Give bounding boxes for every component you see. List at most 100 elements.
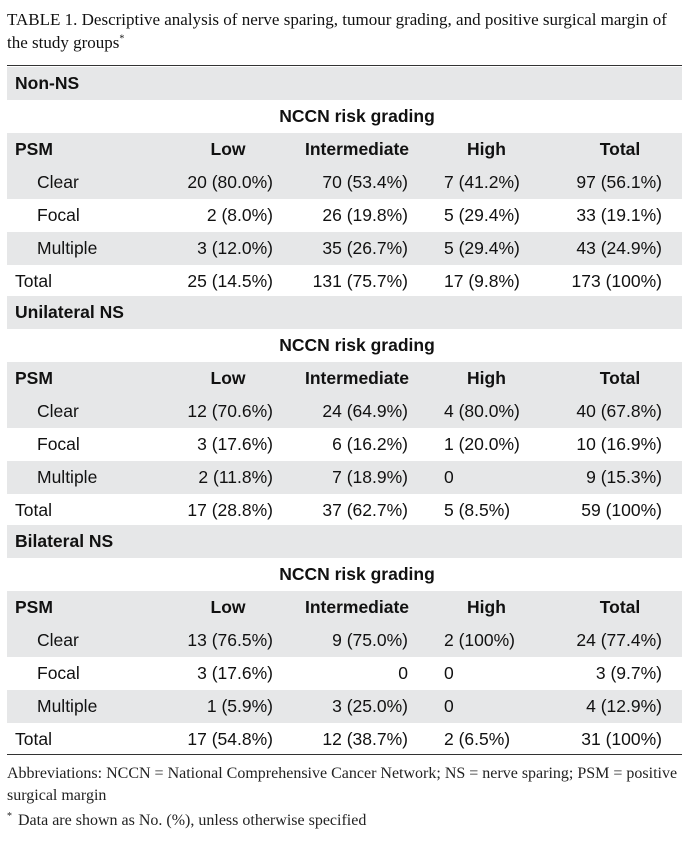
table-cell: 40 (67.8%) xyxy=(576,401,662,421)
table-cell: 59 (100%) xyxy=(581,500,662,520)
table-cell: 5 (29.4%) xyxy=(444,205,520,225)
note-footnote-mark: * xyxy=(7,810,12,822)
row-label: Focal xyxy=(37,663,80,683)
table-cell: 9 (75.0%) xyxy=(332,630,408,650)
table-cell: 12 (70.6%) xyxy=(187,401,273,421)
table-cell: 25 (14.5%) xyxy=(187,271,273,291)
risk-grading-row: NCCN risk grading xyxy=(7,100,682,133)
column-header: Low xyxy=(210,597,246,617)
data-format-note: * Data are shown as No. (%), unless other… xyxy=(7,810,687,832)
section-title: Bilateral NS xyxy=(15,531,114,551)
section-title-row: Unilateral NS xyxy=(7,296,682,329)
caption-text: TABLE 1. Descriptive analysis of nerve s… xyxy=(7,10,667,52)
risk-grading-row: NCCN risk grading xyxy=(7,558,682,591)
table-row: Multiple 3 (12.0%) 35 (26.7%) 5 (29.4%) 43 (… xyxy=(7,232,682,265)
table-cell: 17 (28.8%) xyxy=(187,500,273,520)
table-cell: 3 (12.0%) xyxy=(197,238,273,258)
section-title: Unilateral NS xyxy=(15,302,124,322)
column-header: PSM xyxy=(15,139,53,159)
row-label: Multiple xyxy=(37,238,98,258)
risk-grading-row: NCCN risk grading xyxy=(7,329,682,362)
table-cell: 13 (76.5%) xyxy=(187,630,273,650)
table-cell: 2 (100%) xyxy=(444,630,516,650)
table-cell: 7 (18.9%) xyxy=(332,467,408,487)
table-cell: 43 (24.9%) xyxy=(576,238,662,258)
note-text: Data are shown as No. (%), unless otherw… xyxy=(18,812,367,829)
table-cell: 4 (12.9%) xyxy=(586,696,662,716)
table-row: Multiple 2 (11.8%) 7 (18.9%) 0 9 (15.3%) xyxy=(7,461,682,494)
column-header: Total xyxy=(599,597,641,617)
table-cell: 37 (62.7%) xyxy=(322,500,408,520)
row-label: Multiple xyxy=(37,696,98,716)
table-cell: 10 (16.9%) xyxy=(576,434,662,454)
total-row: Total 17 (28.8%) 37 (62.7%) 5 (8.5%) 59 (100… xyxy=(7,494,682,527)
row-label: Total xyxy=(15,500,52,520)
column-header-row: PSM Low Intermediate High Total xyxy=(7,133,682,166)
table-cell: 20 (80.0%) xyxy=(187,172,273,192)
risk-grading-label: NCCN risk grading xyxy=(279,335,435,355)
column-header: PSM xyxy=(15,597,53,617)
table-cell: 97 (56.1%) xyxy=(576,172,662,192)
total-row: Total 25 (14.5%) 131 (75.7%) 17 (9.8%) 173 (… xyxy=(7,265,682,298)
table-cell: 6 (16.2%) xyxy=(332,434,408,454)
table-row: Focal 3 (17.6%) 0 0 3 (9.7%) xyxy=(7,657,682,690)
row-label: Focal xyxy=(37,205,80,225)
table-cell: 70 (53.4%) xyxy=(322,172,408,192)
column-header: Intermediate xyxy=(304,139,410,159)
table-cell: 24 (77.4%) xyxy=(576,630,662,650)
column-header-row: PSM Low Intermediate High Total xyxy=(7,591,682,624)
table-row: Clear 20 (80.0%) 70 (53.4%) 7 (41.2%) 97 (56… xyxy=(7,166,682,199)
table-cell: 131 (75.7%) xyxy=(312,271,408,291)
table-cell: 3 (25.0%) xyxy=(332,696,408,716)
table-cell: 9 (15.3%) xyxy=(586,467,662,487)
column-header: Intermediate xyxy=(304,368,410,388)
table-cell: 4 (80.0%) xyxy=(444,401,520,421)
section-title-row: Non-NS xyxy=(7,67,682,100)
column-header: Low xyxy=(210,139,246,159)
caption-footnote-mark: * xyxy=(119,33,125,45)
table-cell: 17 (9.8%) xyxy=(444,271,520,291)
row-label: Focal xyxy=(37,434,80,454)
table-cell: 1 (20.0%) xyxy=(444,434,520,454)
table-cell: 26 (19.8%) xyxy=(322,205,408,225)
row-label: Clear xyxy=(37,630,79,650)
table-cell: 17 (54.8%) xyxy=(187,729,273,749)
section-title-row: Bilateral NS xyxy=(7,525,682,558)
table-cell: 24 (64.9%) xyxy=(322,401,408,421)
table-cell: 3 (17.6%) xyxy=(197,663,273,683)
section-title: Non-NS xyxy=(15,73,80,93)
table-cell: 31 (100%) xyxy=(581,729,662,749)
risk-grading-label: NCCN risk grading xyxy=(279,106,435,126)
table-cell: 0 xyxy=(444,663,454,683)
table-top-rule xyxy=(7,65,682,66)
row-label: Clear xyxy=(37,401,79,421)
column-header: High xyxy=(467,368,506,388)
column-header: Low xyxy=(210,368,246,388)
table-cell: 3 (17.6%) xyxy=(197,434,273,454)
column-header: High xyxy=(467,597,506,617)
table-cell: 0 xyxy=(444,467,454,487)
row-label: Clear xyxy=(37,172,79,192)
column-header: Total xyxy=(599,368,641,388)
table-cell: 2 (8.0%) xyxy=(206,205,273,225)
table-cell: 2 (6.5%) xyxy=(444,729,511,749)
table-cell: 173 (100%) xyxy=(571,271,662,291)
total-row: Total 17 (54.8%) 12 (38.7%) 2 (6.5%) 31 (100… xyxy=(7,723,682,756)
table-row: Multiple 1 (5.9%) 3 (25.0%) 0 4 (12.9%) xyxy=(7,690,682,723)
table-cell: 5 (8.5%) xyxy=(444,500,511,520)
table-cell: 0 xyxy=(398,663,408,683)
table-row: Focal 2 (8.0%) 26 (19.8%) 5 (29.4%) 33 (19.1… xyxy=(7,199,682,232)
abbreviations-note: Abbreviations: NCCN = National Comprehen… xyxy=(7,765,678,804)
risk-grading-label: NCCN risk grading xyxy=(279,564,435,584)
table-cell: 0 xyxy=(444,696,454,716)
column-header: PSM xyxy=(15,368,53,388)
column-header: Intermediate xyxy=(304,597,410,617)
table-caption: TABLE 1. Descriptive analysis of nerve s… xyxy=(7,8,687,54)
row-label: Total xyxy=(15,729,52,749)
table-cell: 3 (9.7%) xyxy=(595,663,662,683)
table-cell: 33 (19.1%) xyxy=(576,205,662,225)
table-row: Clear 13 (76.5%) 9 (75.0%) 2 (100%) 24 (77.4… xyxy=(7,624,682,657)
table-cell: 35 (26.7%) xyxy=(322,238,408,258)
row-label: Total xyxy=(15,271,52,291)
table-bottom-rule xyxy=(7,754,682,755)
